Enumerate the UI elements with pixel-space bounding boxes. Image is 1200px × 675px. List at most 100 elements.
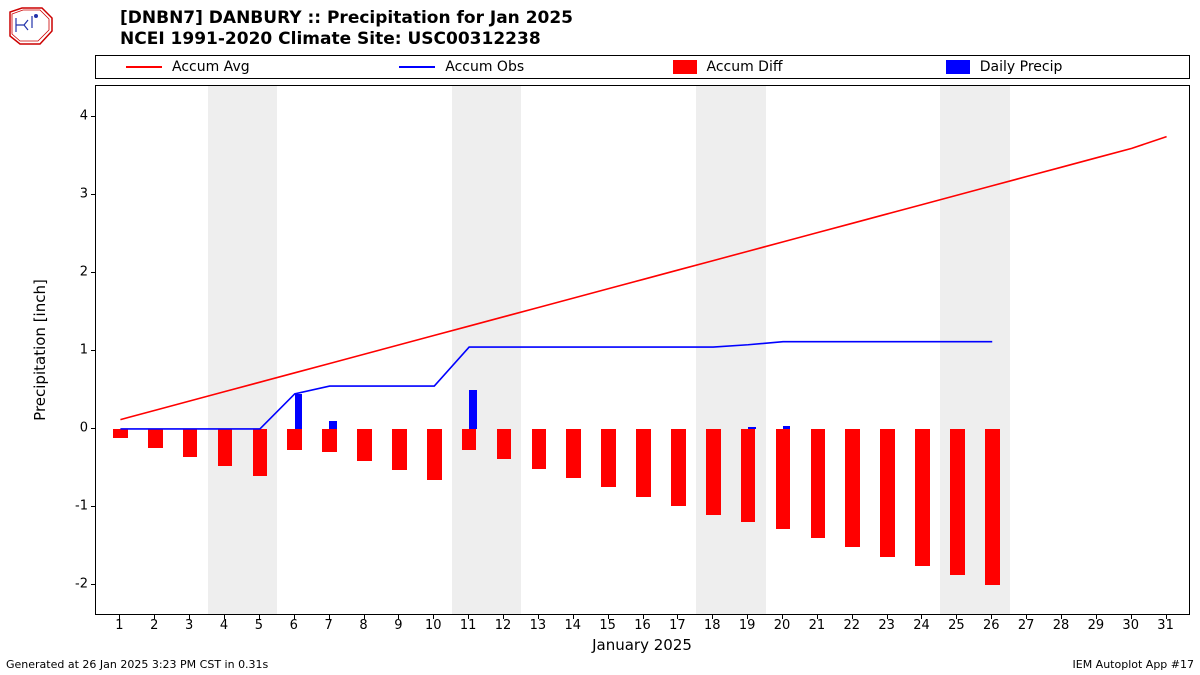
x-tick-label: 27 [1018,618,1035,633]
x-tick-mark [573,615,574,619]
y-tick-label: -2 [58,576,88,591]
x-tick-label: 7 [325,618,333,633]
x-tick-label: 12 [495,618,512,633]
x-tick-label: 3 [185,618,193,633]
x-tick-label: 30 [1122,618,1139,633]
x-tick-label: 26 [983,618,1000,633]
x-tick-mark [294,615,295,619]
x-tick-label: 20 [774,618,791,633]
y-axis-label: Precipitation [inch] [31,279,49,421]
x-tick-label: 1 [115,618,123,633]
x-tick-label: 21 [809,618,826,633]
x-tick-mark [817,615,818,619]
x-tick-label: 5 [255,618,263,633]
x-tick-mark [468,615,469,619]
footer-app: IEM Autoplot App #17 [1073,658,1195,671]
footer-generated: Generated at 26 Jan 2025 3:23 PM CST in … [6,658,268,671]
legend-accum-diff: Accum Diff [643,59,916,75]
x-tick-mark [1131,615,1132,619]
x-tick-label: 25 [948,618,965,633]
legend-accum-obs: Accum Obs [369,59,642,75]
x-tick-label: 31 [1157,618,1174,633]
legend-swatch-diff [673,60,697,74]
x-tick-label: 6 [290,618,298,633]
x-tick-mark [433,615,434,619]
y-tick-label: 0 [58,420,88,435]
x-tick-mark [224,615,225,619]
y-tick-mark [91,194,95,195]
x-tick-mark [887,615,888,619]
x-tick-mark [956,615,957,619]
legend-swatch-daily [946,60,970,74]
x-tick-mark [189,615,190,619]
x-tick-label: 23 [878,618,895,633]
line-accum-avg [120,137,1166,420]
x-tick-mark [1166,615,1167,619]
x-tick-label: 24 [913,618,930,633]
y-tick-label: 1 [58,343,88,358]
title-line-2: NCEI 1991-2020 Climate Site: USC00312238 [120,29,573,50]
y-tick-label: 4 [58,109,88,124]
x-tick-label: 15 [599,618,616,633]
chart-title: [DNBN7] DANBURY :: Precipitation for Jan… [120,8,573,51]
x-tick-mark [1096,615,1097,619]
plot-lines-svg [96,86,1189,614]
x-tick-label: 16 [634,618,651,633]
legend: Accum Avg Accum Obs Accum Diff Daily Pre… [95,55,1190,79]
legend-swatch-obs [399,66,435,68]
legend-label-avg: Accum Avg [172,59,250,75]
x-axis-label: January 2025 [592,636,692,654]
x-tick-mark [677,615,678,619]
x-tick-label: 18 [704,618,721,633]
y-tick-mark [91,116,95,117]
y-tick-mark [91,506,95,507]
x-tick-label: 13 [530,618,547,633]
plot-area [95,85,1190,615]
x-tick-label: 22 [843,618,860,633]
x-tick-mark [538,615,539,619]
legend-accum-avg: Accum Avg [96,59,369,75]
x-tick-label: 8 [359,618,367,633]
y-tick-label: 3 [58,187,88,202]
x-tick-mark [852,615,853,619]
x-tick-mark [747,615,748,619]
legend-swatch-avg [126,66,162,68]
y-tick-mark [91,272,95,273]
x-tick-mark [921,615,922,619]
y-tick-mark [91,584,95,585]
x-tick-label: 28 [1053,618,1070,633]
x-tick-mark [1026,615,1027,619]
title-line-1: [DNBN7] DANBURY :: Precipitation for Jan… [120,8,573,29]
x-tick-mark [608,615,609,619]
legend-label-daily: Daily Precip [980,59,1063,75]
x-tick-mark [782,615,783,619]
x-tick-label: 4 [220,618,228,633]
x-tick-label: 17 [669,618,686,633]
y-tick-mark [91,428,95,429]
x-tick-label: 14 [564,618,581,633]
x-tick-label: 2 [150,618,158,633]
x-tick-mark [503,615,504,619]
legend-daily-precip: Daily Precip [916,59,1189,75]
x-tick-mark [643,615,644,619]
x-tick-mark [119,615,120,619]
x-tick-mark [154,615,155,619]
x-tick-label: 10 [425,618,442,633]
x-tick-mark [398,615,399,619]
y-tick-mark [91,350,95,351]
x-tick-mark [991,615,992,619]
x-tick-mark [712,615,713,619]
x-tick-mark [1061,615,1062,619]
x-tick-label: 11 [460,618,477,633]
x-tick-label: 19 [739,618,756,633]
y-tick-label: 2 [58,265,88,280]
iem-logo [6,6,54,46]
x-tick-mark [329,615,330,619]
x-tick-label: 9 [394,618,402,633]
x-tick-mark [259,615,260,619]
legend-label-obs: Accum Obs [445,59,524,75]
legend-label-diff: Accum Diff [707,59,783,75]
x-tick-mark [364,615,365,619]
x-tick-label: 29 [1088,618,1105,633]
y-tick-label: -1 [58,498,88,513]
